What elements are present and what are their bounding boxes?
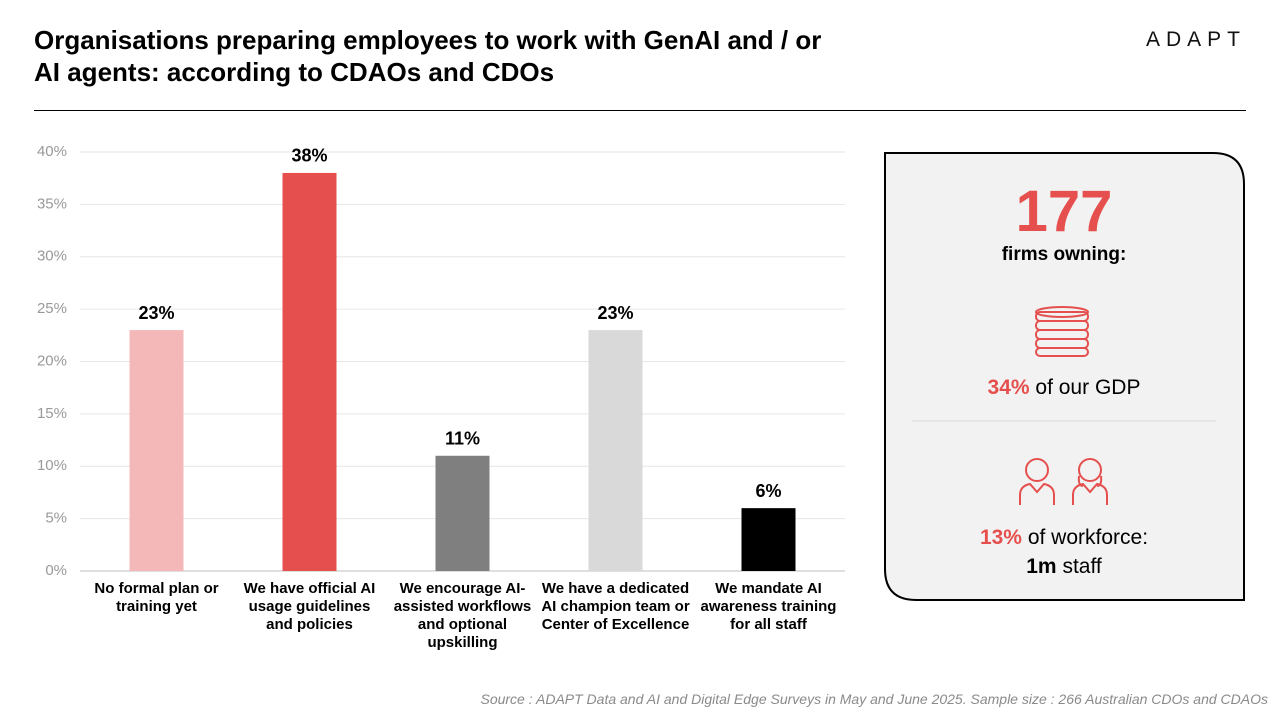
y-tick-label: 40% (37, 143, 67, 160)
bar (129, 330, 184, 571)
y-tick-label: 25% (37, 300, 67, 317)
source: Source : ADAPT Data and AI and Digital E… (480, 691, 1268, 707)
stat1-text: of our GDP (1035, 376, 1141, 399)
value-label: 23% (597, 303, 633, 323)
stat1-value: 34% (987, 376, 1030, 399)
y-tick-label: 15% (37, 405, 67, 422)
title: Organisations preparing employees to wor… (34, 25, 822, 87)
y-tick-label: 5% (45, 510, 67, 527)
stat1: 34% of our GDP (883, 375, 1245, 401)
people-icon (1019, 458, 1108, 505)
x-tick-label: We encourage AI-assisted workflows and o… (393, 580, 532, 651)
value-label: 23% (138, 303, 174, 323)
x-tick-label: No formal plan or training yet (94, 580, 219, 615)
panel: 177 firms owning: 34% of our GDP 13% of … (883, 151, 1245, 581)
panel-caption: firms owning: (1001, 244, 1127, 265)
stat2-value: 13% (979, 526, 1022, 549)
stat2-bold: 1m (1026, 555, 1057, 578)
bar (588, 330, 643, 571)
stat2-tail: staff (1062, 555, 1102, 578)
y-tick-label: 30% (37, 248, 67, 265)
divider (34, 110, 1246, 111)
y-tick-label: 10% (37, 457, 67, 474)
x-tick-label: We mandate AI awareness training for all… (700, 580, 837, 633)
panel-box (884, 152, 1245, 601)
x-tick-label: We have a dedicated AI champion team or … (541, 580, 690, 633)
stat2: 13% of workforce: 1m staff (883, 523, 1245, 581)
y-tick-label: 35% (37, 195, 67, 212)
logo: ADAPT (1145, 28, 1246, 51)
value-label: 38% (291, 146, 327, 166)
value-label: 6% (755, 481, 781, 501)
bar (741, 508, 796, 571)
coins-icon (1035, 306, 1089, 357)
bar (435, 455, 490, 571)
y-tick-label: 20% (37, 352, 67, 369)
value-label: 11% (445, 429, 480, 449)
x-tick-label: We have official AI usage guidelines and… (243, 580, 376, 633)
panel-number: 177 (1015, 179, 1113, 244)
stat2-text: of workforce: (1027, 526, 1149, 549)
bar (282, 172, 337, 571)
y-tick-label: 0% (45, 562, 67, 579)
